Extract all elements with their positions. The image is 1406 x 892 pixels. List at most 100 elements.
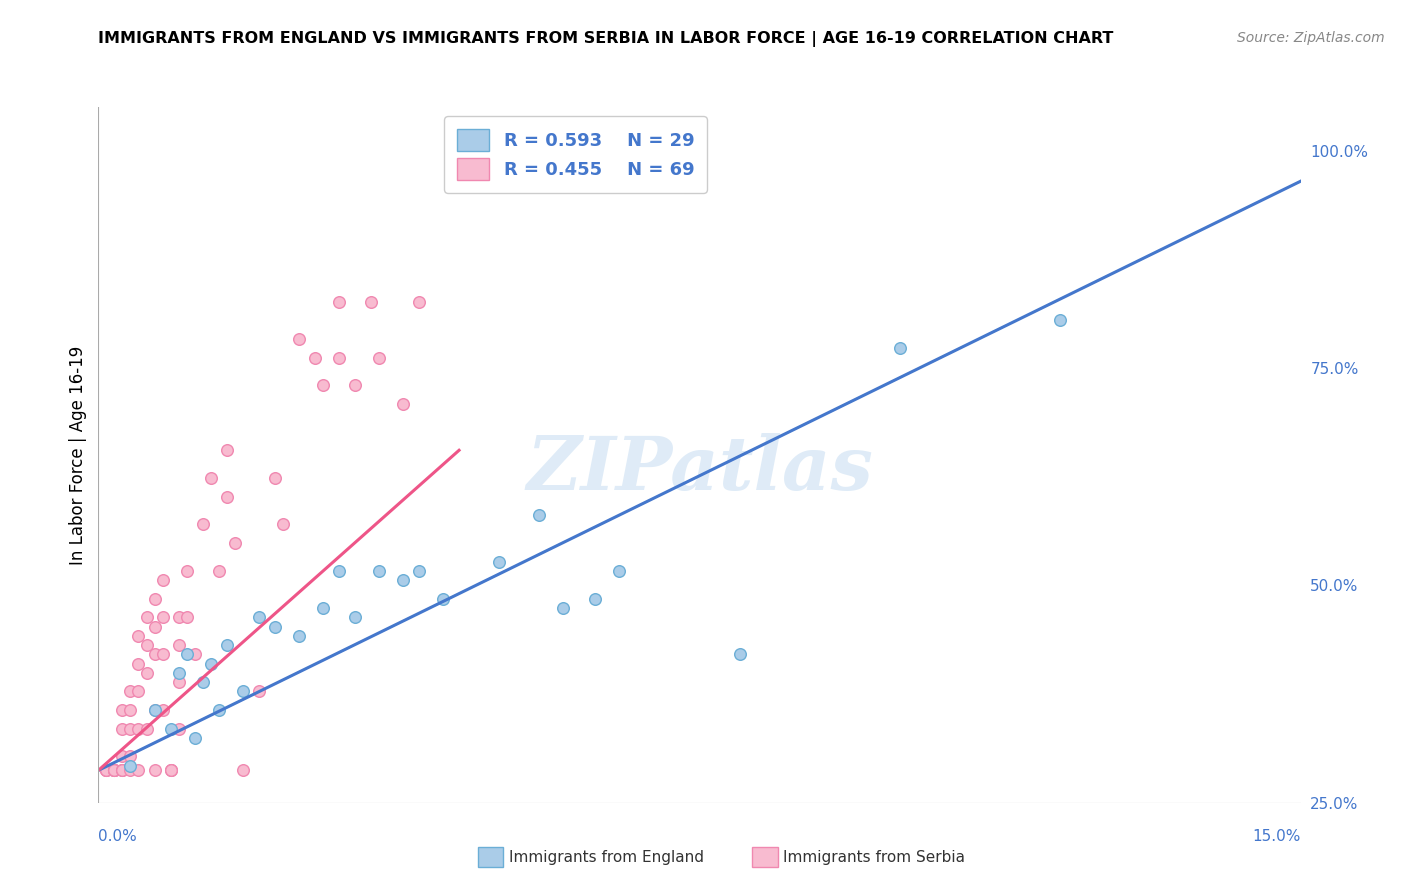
Point [111, 749, 134, 764]
Point [111, 703, 134, 717]
Point [159, 764, 181, 778]
Point [143, 648, 166, 662]
Point [143, 591, 166, 606]
Point [392, 573, 415, 587]
Text: ZIPatlas: ZIPatlas [526, 433, 873, 505]
Point [120, 684, 142, 698]
Point [96, 764, 118, 778]
Point [176, 648, 198, 662]
Point [152, 648, 174, 662]
Text: IMMIGRANTS FROM ENGLAND VS IMMIGRANTS FROM SERBIA IN LABOR FORCE | AGE 16-19 COR: IMMIGRANTS FROM ENGLAND VS IMMIGRANTS FR… [98, 31, 1114, 47]
Point [167, 638, 190, 652]
Point [247, 610, 270, 624]
Point [128, 722, 150, 736]
Point [728, 648, 751, 662]
Point [368, 351, 391, 365]
Point [103, 764, 125, 778]
Point [103, 764, 125, 778]
Point [583, 591, 606, 606]
Point [143, 703, 166, 717]
Point [215, 443, 238, 458]
Point [304, 351, 326, 365]
Point [111, 764, 134, 778]
Point [408, 294, 430, 309]
Point [889, 341, 911, 355]
Point [1049, 313, 1071, 327]
Point [609, 564, 631, 578]
Point [96, 764, 118, 778]
Point [360, 294, 382, 309]
Point [159, 764, 181, 778]
Point [183, 731, 205, 745]
Point [176, 564, 198, 578]
Point [343, 610, 366, 624]
Point [111, 722, 134, 736]
Point [328, 351, 350, 365]
Point [263, 471, 285, 485]
Point [232, 684, 254, 698]
Point [167, 665, 190, 680]
Point [167, 722, 190, 736]
Point [328, 294, 350, 309]
Point [143, 764, 166, 778]
Point [263, 619, 285, 633]
Point [135, 610, 157, 624]
Point [408, 564, 430, 578]
Point [167, 675, 190, 690]
Point [152, 610, 174, 624]
Point [215, 490, 238, 504]
Point [103, 764, 125, 778]
Point [120, 749, 142, 764]
Point [128, 629, 150, 643]
Point [183, 648, 205, 662]
Point [120, 722, 142, 736]
Point [232, 764, 254, 778]
Point [128, 657, 150, 671]
Text: 15.0%: 15.0% [1253, 830, 1301, 844]
Point [288, 332, 311, 346]
Point [120, 758, 142, 772]
Point [176, 610, 198, 624]
Point [432, 591, 454, 606]
Point [488, 555, 510, 569]
Point [135, 665, 157, 680]
Point [208, 564, 231, 578]
Point [135, 722, 157, 736]
Point [159, 764, 181, 778]
Point [152, 573, 174, 587]
Point [96, 764, 118, 778]
Point [343, 378, 366, 392]
Point [143, 703, 166, 717]
Point [553, 601, 575, 615]
Point [200, 471, 222, 485]
Point [208, 703, 231, 717]
Point [103, 764, 125, 778]
Point [111, 764, 134, 778]
Point [167, 610, 190, 624]
Legend: R = 0.593    N = 29, R = 0.455    N = 69: R = 0.593 N = 29, R = 0.455 N = 69 [444, 116, 707, 193]
Point [392, 397, 415, 411]
Point [247, 684, 270, 698]
Point [529, 508, 551, 523]
Point [312, 601, 335, 615]
Text: Immigrants from England: Immigrants from England [509, 850, 704, 864]
Point [271, 517, 294, 532]
Point [111, 764, 134, 778]
Point [128, 684, 150, 698]
Point [103, 764, 125, 778]
Text: 0.0%: 0.0% [98, 830, 138, 844]
Point [143, 619, 166, 633]
Text: Immigrants from Serbia: Immigrants from Serbia [783, 850, 965, 864]
Point [215, 638, 238, 652]
Point [128, 764, 150, 778]
Point [152, 703, 174, 717]
Text: Source: ZipAtlas.com: Source: ZipAtlas.com [1237, 31, 1385, 45]
Point [135, 638, 157, 652]
Point [368, 564, 391, 578]
Point [312, 378, 335, 392]
Point [328, 564, 350, 578]
Point [159, 722, 181, 736]
Point [96, 764, 118, 778]
Point [288, 629, 311, 643]
Point [120, 703, 142, 717]
